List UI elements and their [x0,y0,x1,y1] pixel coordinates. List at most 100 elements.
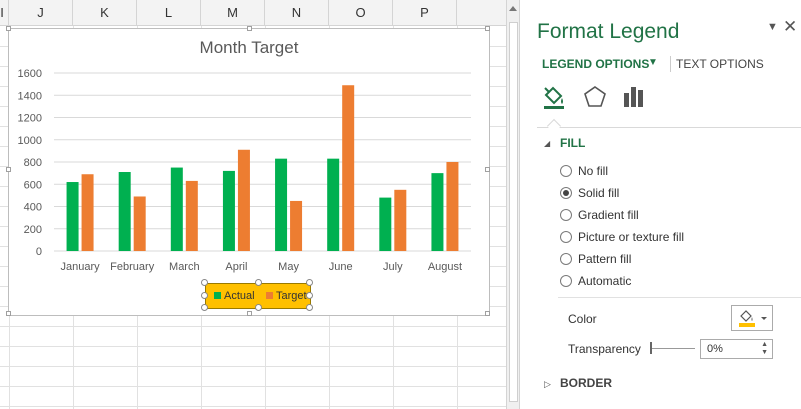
close-icon[interactable]: ✕ [783,17,798,36]
bar-actual-march[interactable] [170,167,183,251]
bar-actual-june[interactable] [327,158,340,251]
chart-resize-handle[interactable] [6,26,11,31]
transparency-input[interactable]: 0% ▲ ▼ [700,339,773,359]
bar-target-march[interactable] [185,180,198,251]
pane-title: Format Legend [537,20,680,43]
transparency-slider-track[interactable] [651,348,695,349]
chart-legend[interactable]: Actual Target [201,279,313,311]
bar-actual-january[interactable] [66,182,79,251]
chart-resize-handle[interactable] [6,167,11,172]
format-legend-pane: Format Legend ▼ ✕ LEGEND OPTIONS ▼ TEXT … [522,0,801,409]
x-tick-label: March [169,261,200,273]
legend-item-target[interactable]: Target [266,290,307,302]
chart-resize-handle[interactable] [485,311,490,316]
row-gridline [0,386,506,387]
transparency-slider-knob[interactable] [650,342,652,354]
chart-area[interactable]: Month Target 0 200 400 600 800 1000 1200 1400 16… [6,26,491,317]
tab-divider [670,56,671,72]
legend-item-actual[interactable]: Actual [214,290,255,302]
row-gridline [0,366,506,367]
legend-resize-handle[interactable] [201,292,208,299]
vertical-scrollbar[interactable] [506,0,520,409]
column-header-i[interactable]: I [0,0,9,26]
y-tick-label: 800 [24,157,42,169]
legend-label-target: Target [276,290,307,302]
legend-resize-handle[interactable] [201,304,208,311]
bar-actual-july[interactable] [379,197,392,251]
radio-button[interactable] [560,275,572,287]
color-picker-button[interactable] [731,305,773,331]
radio-label: Solid fill [578,186,620,200]
paint-bucket-icon [739,310,767,327]
fill-section-heading[interactable]: FILL [560,136,586,150]
column-header-n[interactable]: N [265,0,329,26]
legend-resize-handle[interactable] [201,279,208,286]
bar-actual-may[interactable] [275,158,288,251]
column-header-m[interactable]: M [201,0,265,26]
tab-legend-options[interactable]: LEGEND OPTIONS [542,57,650,71]
x-tick-label: April [225,261,247,273]
transparency-label: Transparency [568,342,641,356]
x-tick-label: February [110,261,155,273]
row-gridline [0,406,506,407]
radio-button-selected[interactable] [560,187,572,199]
column-header-k[interactable]: K [73,0,137,26]
chart-resize-handle[interactable] [485,26,490,31]
fill-divider [558,297,801,298]
legend-resize-handle[interactable] [255,279,262,286]
column-header-partial[interactable] [457,0,506,26]
chart-resize-handle[interactable] [485,167,490,172]
radio-button[interactable] [560,209,572,221]
y-tick-label: 0 [36,246,42,258]
scrollbar-thumb[interactable] [509,22,518,402]
radio-button[interactable] [560,231,572,243]
plot-area[interactable]: 0 200 400 600 800 1000 1200 1400 1600 January Febr… [9,29,491,317]
legend-resize-handle[interactable] [255,304,262,311]
legend-label-actual: Actual [224,290,255,302]
column-header-o[interactable]: O [329,0,393,26]
collapse-triangle-icon[interactable]: ◢ [544,139,551,148]
bar-target-april[interactable] [237,149,250,251]
y-tick-label: 1600 [18,68,42,80]
legend-resize-handle[interactable] [306,292,313,299]
chart-resize-handle[interactable] [247,311,252,316]
spreadsheet-grid[interactable]: I J K L M N O P Month Target 0 200 400 600 8… [0,0,506,409]
column-header-j[interactable]: J [9,0,73,26]
tab-legend-options-dropdown-icon[interactable]: ▼ [648,57,658,68]
border-section-heading[interactable]: BORDER [560,376,613,390]
caret-down-icon[interactable]: ▼ [767,21,778,33]
radio-label: Gradient fill [578,208,639,222]
row-gridline [0,346,506,347]
legend-resize-handle[interactable] [306,304,313,311]
bar-actual-april[interactable] [222,170,235,251]
bar-target-june[interactable] [342,85,355,251]
scroll-up-arrow-icon[interactable] [509,6,517,11]
legend-resize-handle[interactable] [306,279,313,286]
column-header-p[interactable]: P [393,0,457,26]
bar-target-may[interactable] [290,200,303,251]
x-tick-label: August [428,261,462,273]
fill-line-icon[interactable] [542,84,566,110]
row-gridline [0,326,506,327]
expand-triangle-icon[interactable]: ▷ [544,379,551,389]
chart-title[interactable]: Month Target [199,38,299,57]
bar-target-january[interactable] [81,174,94,251]
color-label: Color [568,312,597,326]
bar-target-february[interactable] [133,196,146,251]
bar-target-august[interactable] [446,162,459,251]
spin-up-icon[interactable]: ▲ [761,341,768,348]
legend-options-bars-icon[interactable] [622,84,646,110]
pane-divider [537,127,801,128]
radio-button[interactable] [560,165,572,177]
bar-actual-august[interactable] [431,173,444,251]
radio-button[interactable] [560,253,572,265]
spin-down-icon[interactable]: ▼ [761,349,768,356]
tab-text-options[interactable]: TEXT OPTIONS [676,57,764,71]
bar-actual-february[interactable] [118,172,131,251]
x-tick-label: May [278,261,299,273]
effects-pentagon-icon[interactable] [583,84,607,110]
chart-resize-handle[interactable] [6,311,11,316]
chart-resize-handle[interactable] [247,26,252,31]
column-header-l[interactable]: L [137,0,201,26]
bar-target-july[interactable] [394,189,407,251]
